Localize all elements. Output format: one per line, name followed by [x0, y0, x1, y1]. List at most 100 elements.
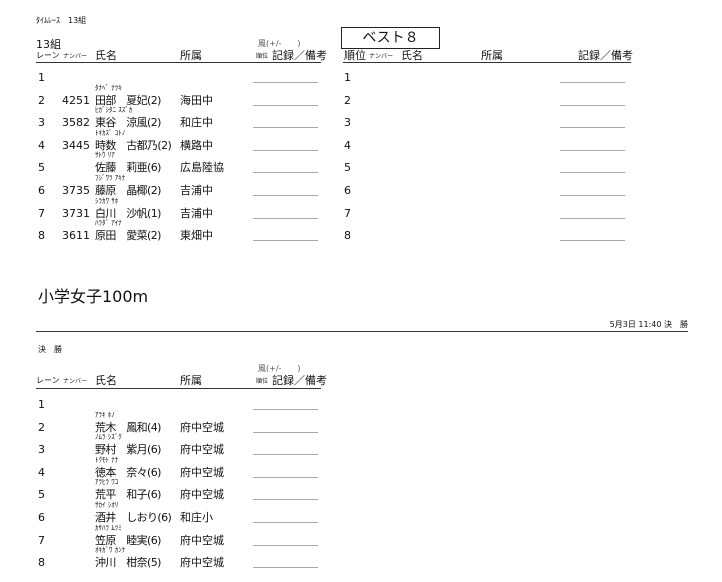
- best8-record-line: [560, 172, 625, 173]
- lane-number: 2: [38, 421, 45, 434]
- lane-number: 7: [38, 534, 45, 547]
- team-name: 府中空城: [180, 534, 224, 547]
- name-kana: ﾊﾗﾀﾞ ｱｲﾅ: [95, 219, 122, 227]
- team-name: 吉浦中: [180, 207, 213, 220]
- record-entry-line: [253, 150, 318, 151]
- lane-number: 2: [38, 94, 45, 107]
- heat-label: 13組: [36, 38, 61, 51]
- team-name: 府中空城: [180, 488, 224, 501]
- team-name: 東畑中: [180, 229, 213, 242]
- best8-record-line: [560, 105, 625, 106]
- athlete-name: 荒平 和子(6): [95, 488, 161, 501]
- name-kana: ﾀﾅﾍﾞ ﾅﾂｷ: [95, 84, 122, 92]
- best8-header-rule: [343, 62, 631, 63]
- athlete-name: 酒井 しおり(6): [95, 511, 172, 524]
- record-entry-line: [253, 195, 318, 196]
- best8-rank: 7: [344, 207, 351, 220]
- name-kana: ﾉﾑﾗ ｼｽﾞｸ: [95, 433, 122, 441]
- athlete-name: 白川 沙帆(1): [95, 207, 161, 220]
- athlete-name: 藤原 晶椰(2): [95, 184, 161, 197]
- best8-col-rank: 順位: [344, 49, 366, 62]
- record-entry-line: [253, 432, 318, 433]
- best8-record-line: [560, 150, 625, 151]
- col-rank-small: 順位: [256, 53, 269, 60]
- athlete-name: 時数 古都乃(2): [95, 139, 172, 152]
- best8-col-name: 氏名: [401, 49, 423, 62]
- bib-number: 3582: [62, 116, 90, 129]
- team-name: 吉浦中: [180, 184, 213, 197]
- team-name: 府中空城: [180, 443, 224, 456]
- athlete-name: 荒木 鳳和(4): [95, 421, 161, 434]
- lane-number: 1: [38, 398, 45, 411]
- lane-number: 5: [38, 161, 45, 174]
- lane-number: 3: [38, 116, 45, 129]
- bib-number: 3611: [62, 229, 90, 242]
- lane-number: 6: [38, 184, 45, 197]
- name-kana: ﾌｼﾞﾜﾗ ｱｷﾅ: [95, 174, 126, 182]
- name-kana: ﾋｶﾞｼﾀﾆ ｽｽﾞｶ: [95, 106, 133, 114]
- col-number: ナンバー: [63, 53, 88, 60]
- final-col-number: ナンバー: [63, 378, 88, 385]
- header-rule: [36, 62, 321, 63]
- team-name: 和庄小: [180, 511, 213, 524]
- record-entry-line: [253, 499, 318, 500]
- best8-record-line: [560, 218, 625, 219]
- name-kana: ｻﾄｳ ﾘｱ: [95, 151, 115, 159]
- lane-number: 6: [38, 511, 45, 524]
- team-name: 海田中: [180, 94, 213, 107]
- best8-rank: 1: [344, 71, 351, 84]
- record-entry-line: [253, 172, 318, 173]
- bib-number: 4251: [62, 94, 90, 107]
- athlete-name: 田部 夏妃(2): [95, 94, 161, 107]
- final-col-name: 氏名: [95, 374, 117, 387]
- round-label: 決 勝: [38, 345, 62, 354]
- record-entry-line: [253, 105, 318, 106]
- athlete-name: 原田 愛菜(2): [95, 229, 161, 242]
- team-name: 府中空城: [180, 466, 224, 479]
- final-col-lane: レーン: [36, 376, 60, 385]
- best8-rank: 6: [344, 184, 351, 197]
- name-kana: ｵｷｶﾞﾜ ｶﾝﾅ: [95, 546, 126, 554]
- name-kana: ｱﾗﾋﾗ ﾜｺ: [95, 478, 119, 486]
- final-header-rule: [36, 388, 321, 389]
- name-kana: ｱﾗｷ ﾎﾉ: [95, 411, 115, 419]
- col-name: 氏名: [95, 49, 117, 62]
- best8-box: ベスト８: [341, 27, 440, 49]
- event-datetime: 5月3日 11:40 決 勝: [609, 320, 688, 329]
- record-entry-line: [253, 454, 318, 455]
- best8-col-team: 所属: [481, 49, 503, 62]
- record-entry-line: [253, 240, 318, 241]
- best8-rank: 3: [344, 116, 351, 129]
- lane-number: 7: [38, 207, 45, 220]
- best8-rank: 8: [344, 229, 351, 242]
- team-name: 横路中: [180, 139, 213, 152]
- col-lane: レーン: [36, 51, 60, 60]
- name-kana: ﾄｸﾓﾄ ﾅﾅ: [95, 456, 119, 464]
- record-entry-line: [253, 477, 318, 478]
- lane-number: 5: [38, 488, 45, 501]
- col-record: 記録／備考: [272, 49, 327, 62]
- best8-rank: 4: [344, 139, 351, 152]
- athlete-name: 佐藤 莉亜(6): [95, 161, 161, 174]
- team-name: 府中空城: [180, 421, 224, 434]
- col-wind: 風(+/- ): [258, 39, 301, 48]
- record-entry-line: [253, 567, 318, 568]
- lane-number: 4: [38, 139, 45, 152]
- event-title: 小学女子100m: [38, 287, 149, 306]
- athlete-name: 東谷 涼風(2): [95, 116, 161, 129]
- team-name: 和庄中: [180, 116, 213, 129]
- name-kana: ｻｶｲ ｼｵﾘ: [95, 501, 119, 509]
- race-type: ﾀｲﾑﾚｰｽ 13組: [36, 16, 87, 25]
- best8-rank: 2: [344, 94, 351, 107]
- best8-col-record: 記録／備考: [578, 49, 633, 62]
- lane-number: 8: [38, 556, 45, 569]
- col-team: 所属: [180, 49, 202, 62]
- final-col-rank-small: 順位: [256, 378, 269, 385]
- record-entry-line: [253, 127, 318, 128]
- bib-number: 3445: [62, 139, 90, 152]
- record-entry-line: [253, 409, 318, 410]
- name-kana: ｼﾗｶﾜ ｻﾎ: [95, 197, 119, 205]
- event-rule: [36, 331, 688, 332]
- athlete-name: 野村 紫月(6): [95, 443, 161, 456]
